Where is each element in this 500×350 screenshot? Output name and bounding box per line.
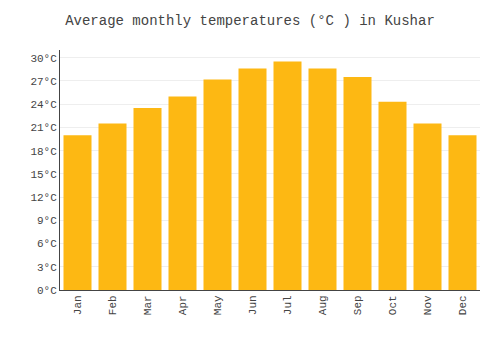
- svg-text:24°C: 24°C: [30, 99, 57, 111]
- svg-text:18°C: 18°C: [30, 146, 57, 158]
- svg-text:15°C: 15°C: [30, 169, 57, 181]
- svg-text:27°C: 27°C: [30, 76, 57, 88]
- svg-text:Jan: Jan: [72, 295, 84, 315]
- svg-text:Jul: Jul: [282, 295, 294, 315]
- svg-text:0°C: 0°C: [37, 285, 57, 297]
- svg-text:Sep: Sep: [352, 295, 364, 315]
- svg-text:Average monthly temperatures (: Average monthly temperatures (°C ) in Ku…: [65, 13, 435, 29]
- svg-text:Dec: Dec: [457, 295, 469, 315]
- svg-text:May: May: [212, 295, 224, 315]
- svg-text:21°C: 21°C: [30, 122, 57, 134]
- svg-text:9°C: 9°C: [37, 215, 57, 227]
- svg-text:12°C: 12°C: [30, 192, 57, 204]
- svg-text:Feb: Feb: [107, 295, 119, 315]
- svg-text:3°C: 3°C: [37, 262, 57, 274]
- svg-text:Aug: Aug: [317, 295, 329, 315]
- svg-text:Apr: Apr: [177, 295, 189, 315]
- svg-text:Mar: Mar: [142, 295, 154, 315]
- svg-text:Nov: Nov: [422, 295, 434, 315]
- svg-text:30°C: 30°C: [30, 53, 57, 65]
- svg-text:Oct: Oct: [387, 295, 399, 315]
- svg-text:6°C: 6°C: [37, 238, 57, 250]
- svg-text:Jun: Jun: [247, 295, 259, 315]
